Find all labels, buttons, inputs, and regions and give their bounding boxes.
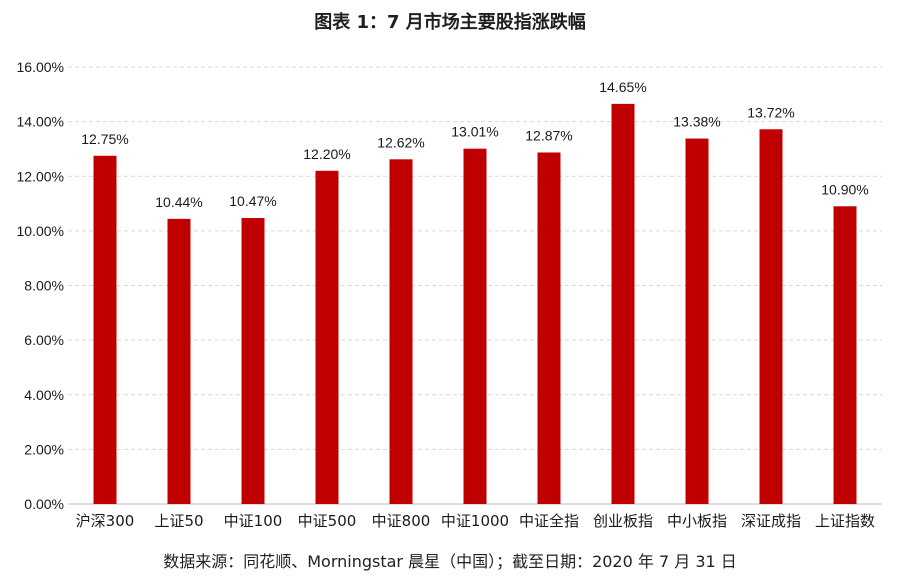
bar-value-label: 13.72% — [747, 104, 794, 120]
x-tick-label: 中证100 — [224, 512, 283, 530]
bar-value-label: 12.75% — [81, 131, 128, 147]
bar — [537, 152, 561, 504]
y-tick-label: 0.00% — [24, 496, 64, 512]
bar-value-label: 10.44% — [155, 194, 202, 210]
y-tick-label: 4.00% — [24, 387, 64, 403]
bar — [611, 103, 635, 504]
x-tick-label: 中证800 — [372, 512, 431, 530]
y-tick-label: 2.00% — [24, 441, 64, 457]
y-tick-label: 6.00% — [24, 332, 64, 348]
x-tick-label: 中证1000 — [441, 512, 509, 530]
x-tick-label: 中证全指 — [519, 512, 579, 530]
bar — [315, 170, 339, 504]
y-tick-label: 10.00% — [17, 223, 64, 239]
x-tick-label: 上证50 — [154, 512, 203, 530]
x-tick-label: 创业板指 — [593, 512, 653, 530]
y-tick-label: 8.00% — [24, 278, 64, 294]
bar-value-label: 14.65% — [599, 79, 646, 95]
bar — [685, 138, 709, 504]
bar-value-label: 12.62% — [377, 134, 424, 150]
y-tick-label: 12.00% — [17, 168, 64, 184]
x-tick-label: 上证指数 — [815, 512, 875, 530]
bar-value-label: 10.47% — [229, 193, 276, 209]
bar — [93, 155, 117, 504]
bar-value-label: 13.01% — [451, 124, 498, 140]
chart-title: 图表 1：7 月市场主要股指涨跌幅 — [314, 12, 586, 33]
x-tick-label: 中小板指 — [667, 512, 727, 530]
bar-value-label: 10.90% — [821, 181, 868, 197]
x-tick-label: 沪深300 — [76, 512, 135, 530]
bar — [759, 129, 783, 504]
bar — [463, 148, 487, 504]
bar — [167, 218, 191, 505]
x-tick-label: 中证500 — [298, 512, 357, 530]
y-tick-label: 14.00% — [17, 114, 64, 130]
y-tick-label: 16.00% — [17, 59, 64, 75]
bar-value-label: 12.87% — [525, 127, 572, 143]
bar-value-label: 13.38% — [673, 114, 720, 130]
x-tick-label: 深证成指 — [741, 512, 801, 530]
bar — [241, 218, 265, 504]
bar — [389, 159, 413, 504]
bar — [833, 206, 857, 504]
data-source-note: 数据来源：同花顺、Morningstar 晨星（中国）；截至日期：2020 年 … — [163, 552, 737, 571]
bar-value-label: 12.20% — [303, 146, 350, 162]
